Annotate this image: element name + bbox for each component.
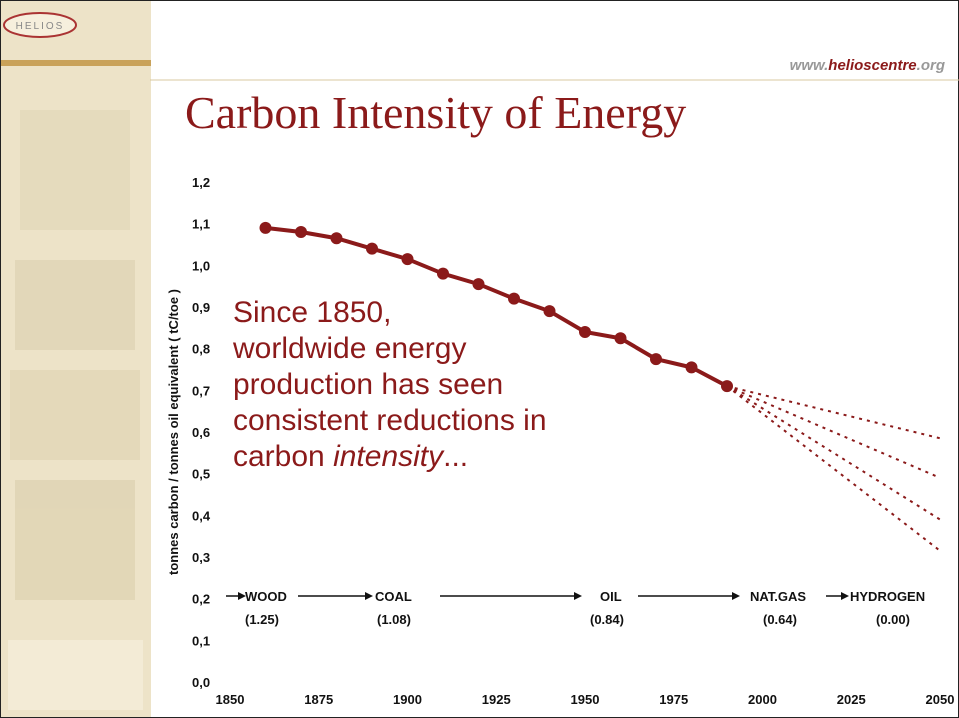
annotation-line: worldwide energy (232, 332, 466, 365)
data-point (650, 353, 662, 366)
fuel-intensity: (1.25) (245, 612, 279, 627)
y-tick-label: 0,3 (192, 550, 210, 565)
url: www.helioscentre.org (790, 57, 945, 74)
projection-line (726, 385, 941, 521)
img (10, 370, 140, 460)
projection-line (726, 385, 941, 479)
x-tick-label: 1850 (216, 692, 245, 707)
x-tick-label: 1975 (659, 692, 688, 707)
img (20, 110, 130, 230)
data-point (685, 361, 698, 374)
y-tick-label: 0,2 (192, 592, 210, 607)
fuel-intensity: (0.64) (763, 612, 797, 627)
y-tick-label: 0,4 (192, 508, 211, 523)
fuel-name: NAT.GAS (750, 589, 806, 604)
fuel-intensity: (0.84) (590, 612, 624, 627)
fuel-intensity: (0.00) (876, 612, 910, 627)
fuel-name: HYDROGEN (850, 589, 925, 604)
data-point (259, 221, 272, 234)
data-point (437, 267, 449, 280)
data-point (472, 278, 485, 291)
img (15, 480, 135, 600)
arrow-head (841, 592, 849, 600)
x-tick-label: 1875 (304, 692, 333, 707)
y-axis-label: tonnes carbon / tonnes oil equivalent ( … (166, 289, 181, 575)
y-tick-label: 0,7 (192, 383, 210, 398)
x-tick-label: 1925 (482, 692, 511, 707)
url-suffix: .org (917, 57, 945, 74)
annotation-part: intensity (333, 440, 445, 473)
annotation-part: carbon (233, 440, 333, 473)
data-point (508, 292, 520, 305)
annotation-line: carbon intensity... (233, 440, 468, 473)
y-tick-label: 0,9 (192, 300, 210, 315)
x-tick-label: 2000 (748, 692, 777, 707)
series-line (265, 225, 728, 388)
img (15, 260, 135, 350)
logo-oval (3, 12, 77, 38)
data-point (401, 253, 414, 266)
data-point (579, 326, 591, 338)
logo: HELIOS (16, 21, 65, 32)
annotation: Since 1850, worldwide energy production ha… (232, 296, 547, 473)
y-tick-label: 0,1 (192, 633, 210, 648)
data-point (330, 232, 343, 245)
data-point (614, 332, 627, 345)
data-point (366, 242, 378, 255)
sidebar-band (1, 60, 151, 66)
annotation-line: Since 1850, (233, 296, 391, 329)
fuel-name: OIL (600, 589, 622, 604)
annotation-line: consistent reductions in (233, 404, 547, 437)
fuel-name: WOOD (245, 589, 287, 604)
y-tick-label: 1,2 (192, 175, 210, 190)
data-point (295, 226, 307, 238)
x-tick-label: 2025 (837, 692, 866, 707)
sidebar-images (10, 110, 140, 600)
y-tick-label: 0,8 (192, 342, 210, 357)
url-name: helioscentre (828, 57, 916, 74)
arrow-head (574, 592, 582, 600)
sidebar (1, 1, 151, 717)
x-tick-label: 1950 (571, 692, 600, 707)
arrow-head (365, 592, 373, 600)
chart-title: Carbon Intensity of Energy (185, 87, 686, 138)
arrow-head (732, 592, 740, 600)
y-tick-label: 1,0 (192, 258, 210, 273)
y-tick-label: 0,5 (192, 467, 210, 482)
y-tick-label: 1,1 (192, 217, 210, 232)
annotation-part: ... (443, 440, 468, 473)
x-tick-label: 2050 (926, 692, 955, 707)
url-prefix: www. (790, 57, 829, 74)
fuel-intensity: (1.08) (377, 612, 411, 627)
data-point (721, 380, 733, 393)
y-tick-label: 0,0 (192, 675, 210, 690)
contact-box (8, 640, 143, 710)
x-tick-label: 1900 (393, 692, 422, 707)
arrow-head (238, 592, 246, 600)
y-tick-label: 0,6 (192, 425, 210, 440)
annotation-line: production has seen (233, 368, 503, 401)
fuel-name: COAL (375, 589, 412, 604)
projection-line (726, 385, 941, 552)
data-point (543, 305, 556, 318)
